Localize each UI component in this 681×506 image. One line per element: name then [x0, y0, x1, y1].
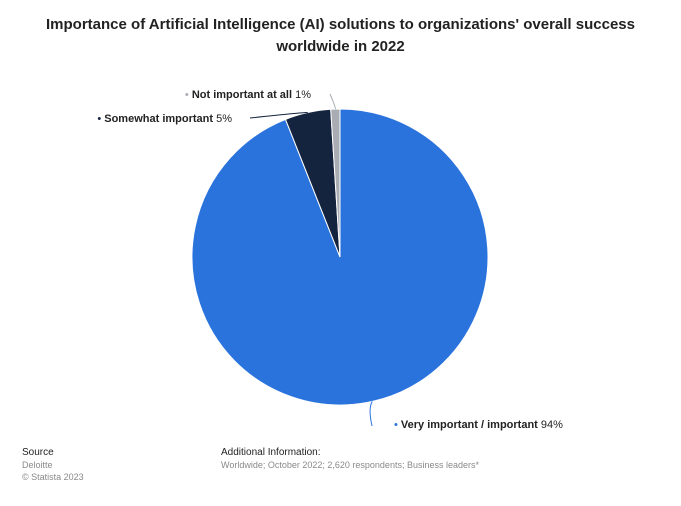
leader-line-not-important-at-all — [329, 93, 336, 110]
label-value: 94% — [541, 419, 563, 431]
leader-line-somewhat-important — [249, 112, 308, 119]
label-category: Not important at all — [192, 89, 295, 101]
label-bullet: • — [97, 113, 104, 125]
source-name[interactable]: Deloitte — [22, 460, 53, 470]
source-label: Source — [22, 447, 54, 458]
additional-info-label: Additional Information: — [221, 447, 321, 458]
additional-info-text: Worldwide; October 2022; 2,620 responden… — [221, 460, 479, 470]
data-label-not-important-at-all: • Not important at all 1% — [185, 89, 311, 101]
leader-line-very-important-important — [369, 401, 373, 427]
data-label-somewhat-important: • Somewhat important 5% — [97, 113, 232, 125]
copyright: © Statista 2023 — [22, 472, 84, 482]
additional-info-block: Additional Information: Worldwide; Octob… — [221, 447, 479, 471]
label-category: Very important / important — [401, 419, 541, 431]
source-block: Source Deloitte © Statista 2023 — [22, 447, 84, 483]
label-bullet: • — [394, 419, 401, 431]
data-label-very-important-important: • Very important / important 94% — [394, 419, 563, 431]
label-value: 1% — [295, 89, 311, 101]
label-category: Somewhat important — [104, 113, 216, 125]
label-bullet: • — [185, 89, 192, 101]
chart-title: Importance of Artificial Intelligence (A… — [46, 16, 635, 55]
label-value: 5% — [216, 113, 232, 125]
